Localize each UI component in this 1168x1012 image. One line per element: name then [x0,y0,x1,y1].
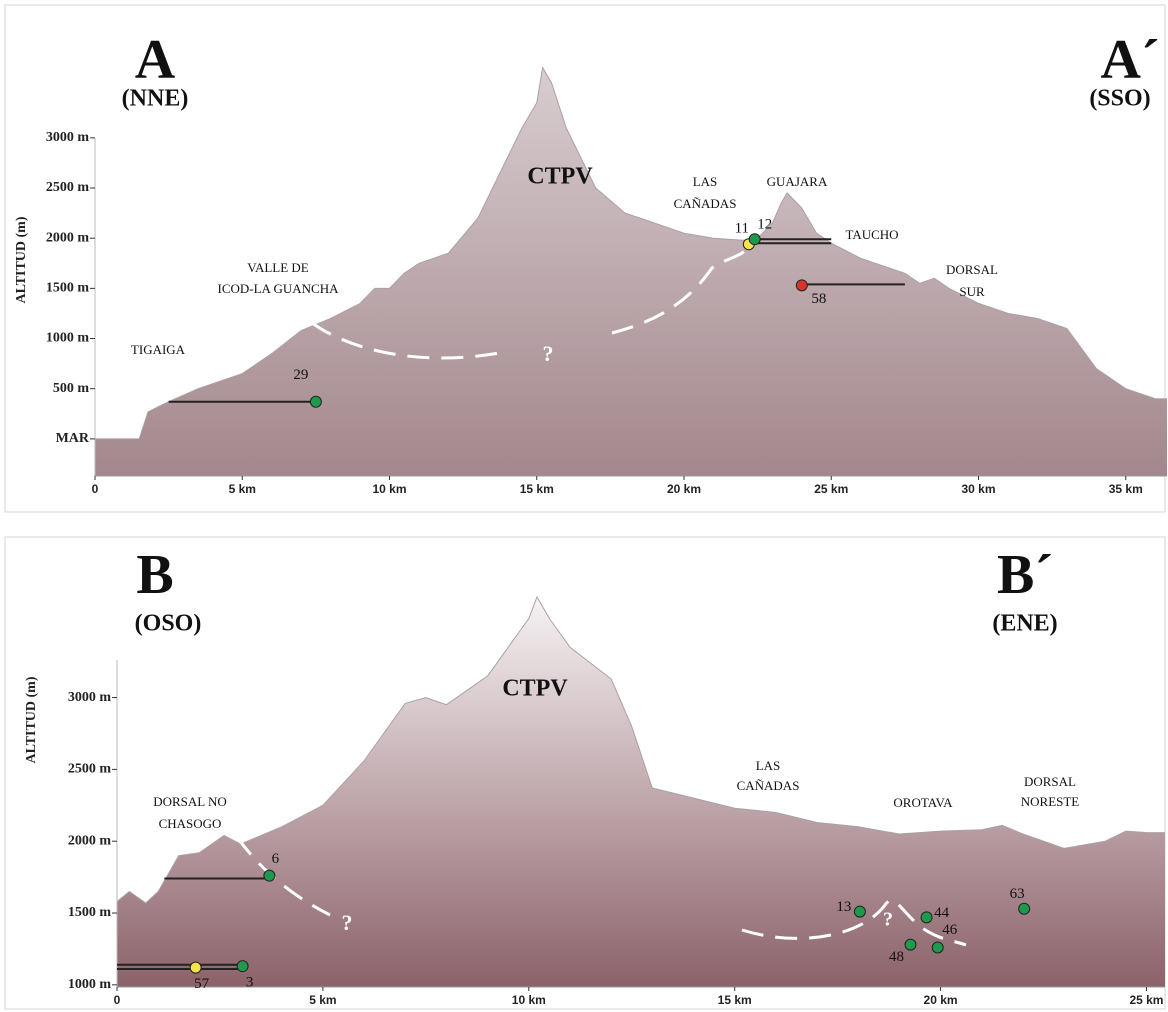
x-tick-label: 25 km [1129,993,1163,1007]
sample-label: 11 [735,221,749,237]
sample-point [796,280,807,291]
section-label: A´ [1100,29,1159,91]
sample-label: 6 [272,851,280,867]
section-label: (OSO) [135,611,202,637]
y-tick-label: 2500 m [46,180,90,195]
sample-point [905,939,916,950]
section-label: A [135,29,176,91]
annotation: CAÑADAS [674,196,737,211]
sample-label: 46 [942,922,958,938]
x-tick-label: 0 [114,993,121,1007]
sample-point [1019,903,1030,914]
y-axis-label: ALTITUD (m) [14,216,29,303]
y-axis-label: ALTITUD (m) [24,676,39,763]
sample-label: 63 [1010,886,1025,902]
sample-label: 48 [889,949,904,965]
x-tick-label: 35 km [1109,482,1143,496]
section-label: (ENE) [992,611,1057,637]
sample-point [854,906,865,917]
x-tick-label: 30 km [962,482,996,496]
sample-point [264,870,275,881]
annotation: DORSAL NO [153,794,227,809]
y-tick-label: MAR [56,431,90,446]
annotation: ICOD-LA GUANCHA [218,281,340,296]
annotation: DORSAL [1024,774,1076,789]
x-tick-label: 20 km [667,482,701,496]
annotation: CTPV [527,164,593,190]
annotation: CAÑADAS [737,778,800,793]
annotation: CHASOGO [159,816,222,831]
x-tick-label: 5 km [309,993,336,1007]
x-tick-label: 0 [92,482,99,496]
y-tick-label: 1000 m [68,977,112,992]
x-tick-label: 5 km [229,482,256,496]
section-label: (SSO) [1089,86,1150,112]
y-tick-label: 2000 m [68,833,112,848]
sample-label: 29 [293,367,308,383]
y-tick-label: 1000 m [46,331,90,346]
annotation: CTPV [502,676,568,702]
sample-label: 44 [934,905,950,921]
annotation: TIGAIGA [131,342,186,357]
sample-label: 12 [757,217,772,233]
x-tick-label: 10 km [372,482,406,496]
section-label: (NNE) [122,86,189,112]
sample-point [190,962,201,973]
sample-label: 13 [836,899,851,915]
x-tick-label: 25 km [814,482,848,496]
x-tick-label: 15 km [718,993,752,1007]
sample-point [921,912,932,923]
y-tick-label: 3000 m [68,690,112,705]
x-tick-label: 15 km [520,482,554,496]
annotation: OROTAVA [893,795,953,810]
annotation: DORSAL [946,262,998,277]
annotation: ? [883,909,893,931]
annotation: LAS [693,174,718,189]
figure: MAR 500 m 1000 m 1500 m 2000 m 2500 m 3000 m 0 5… [0,0,1168,1012]
annotation: NORESTE [1021,794,1080,809]
sample-label: 3 [246,975,254,991]
sample-point [310,396,321,407]
x-tick-label: 10 km [512,993,546,1007]
annotation: LAS [756,758,781,773]
annotation: ? [543,341,554,366]
section-label: B´ [997,544,1053,606]
sample-label: 57 [194,976,210,992]
annotation: TAUCHO [845,227,898,242]
section-label: B [136,544,173,606]
annotation: GUAJARA [767,174,828,189]
x-tick-label: 20 km [924,993,958,1007]
y-tick-label: 3000 m [46,130,90,145]
annotation: VALLE DE [247,260,309,275]
annotation: ? [342,910,353,935]
y-tick-label: 2000 m [46,230,90,245]
sample-point [237,961,248,972]
annotation: SUR [959,284,985,299]
y-tick-label: 1500 m [46,281,90,296]
y-tick-label: 500 m [53,381,90,396]
sample-label: 58 [811,291,826,307]
y-tick-label: 2500 m [68,762,112,777]
y-tick-label: 1500 m [68,905,112,920]
sample-point [932,942,943,953]
sample-point [749,234,760,245]
